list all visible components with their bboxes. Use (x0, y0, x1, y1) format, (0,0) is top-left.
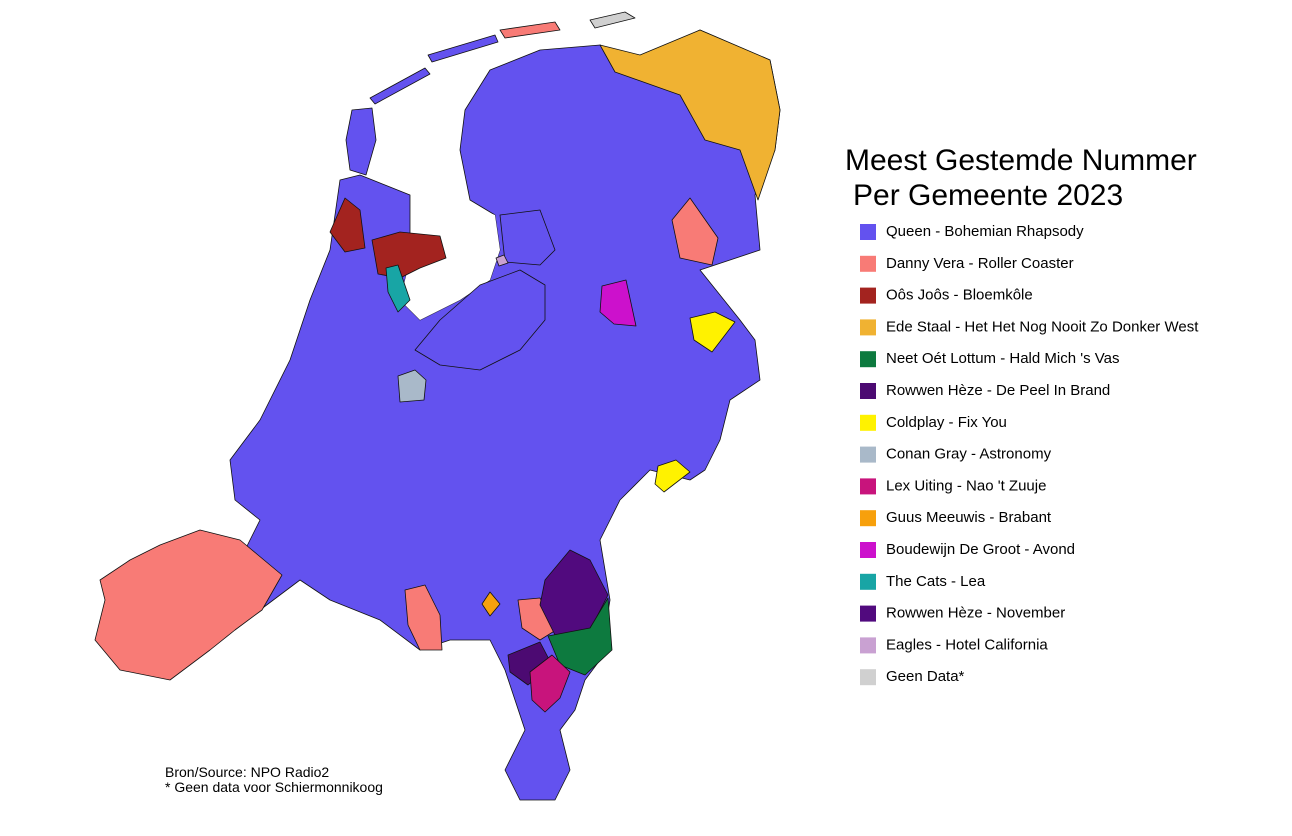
legend-label: Guus Meeuwis - Brabant (886, 509, 1052, 526)
legend-swatch (860, 224, 876, 240)
zuuje-region (529, 654, 571, 713)
legend-label: Rowwen Hèze - De Peel In Brand (886, 382, 1110, 399)
legend: Queen - Bohemian Rhapsody Danny Vera - Ro… (860, 223, 1199, 686)
legend-label: Conan Gray - Astronomy (886, 446, 1052, 463)
legend-label: Ede Staal - Het Het Nog Nooit Zo Donker … (886, 318, 1199, 335)
legend-swatch (860, 351, 876, 368)
groningen-east (599, 29, 781, 201)
legend-label: Rowwen Hèze - November (886, 605, 1065, 622)
legend-label: Geen Data* (886, 668, 965, 685)
legend-swatch (860, 446, 876, 463)
brabant-west (404, 584, 443, 651)
urk (495, 254, 509, 267)
north-holland-a (329, 197, 366, 253)
vlieland (369, 67, 431, 105)
legend-swatch (860, 478, 876, 495)
legend-label: Neet Oét Lottum - Hald Mich 's Vas (886, 350, 1120, 367)
terschelling (427, 34, 499, 63)
flevoland (414, 269, 546, 371)
netherlands-map (94, 11, 781, 801)
schiermonnikoog (589, 11, 636, 29)
texel (345, 107, 377, 176)
legend-title: Meest Gestemde Nummer (845, 144, 1197, 177)
avond-region (599, 279, 637, 327)
legend-swatch (860, 255, 876, 272)
legend-title: Per Gemeente 2023 (853, 179, 1123, 212)
coldplay-south (654, 459, 691, 493)
legend-swatch (860, 319, 876, 336)
source-note: * Geen data voor Schiermonnikoog (165, 779, 383, 795)
coldplay-north (689, 311, 736, 353)
ameland (499, 21, 561, 39)
source-note: Bron/Source: NPO Radio2 (165, 764, 329, 780)
brabant-mid (517, 597, 557, 641)
astronomy-region (397, 369, 427, 403)
drenthe-region (671, 197, 719, 266)
legend-swatch (860, 605, 876, 622)
legend-label: Coldplay - Fix You (886, 414, 1007, 431)
legend-label: Eagles - Hotel California (886, 636, 1048, 653)
zeeland (94, 529, 283, 681)
brabant-orange (481, 591, 501, 617)
volendam (385, 264, 411, 313)
legend-label: Boudewijn De Groot - Avond (886, 541, 1075, 558)
legend-swatch (860, 414, 876, 431)
legend-swatch (860, 287, 876, 304)
legend-swatch (860, 669, 876, 686)
legend-swatch (860, 542, 876, 558)
legend-swatch (860, 637, 876, 654)
noordoostpolder (499, 209, 556, 266)
legend-label: Danny Vera - Roller Coaster (886, 255, 1074, 272)
legend-label: Queen - Bohemian Rhapsody (886, 223, 1084, 240)
legend-swatch (860, 573, 876, 590)
legend-label: Lex Uiting - Nao 't Zuuje (886, 477, 1046, 494)
legend-swatch (860, 510, 876, 527)
legend-label: The Cats - Lea (886, 573, 986, 590)
mainland (229, 29, 781, 801)
ijsselmeer (400, 205, 500, 320)
legend-swatch (860, 383, 876, 399)
legend-label: Oôs Joôs - Bloemkôle (886, 287, 1033, 304)
